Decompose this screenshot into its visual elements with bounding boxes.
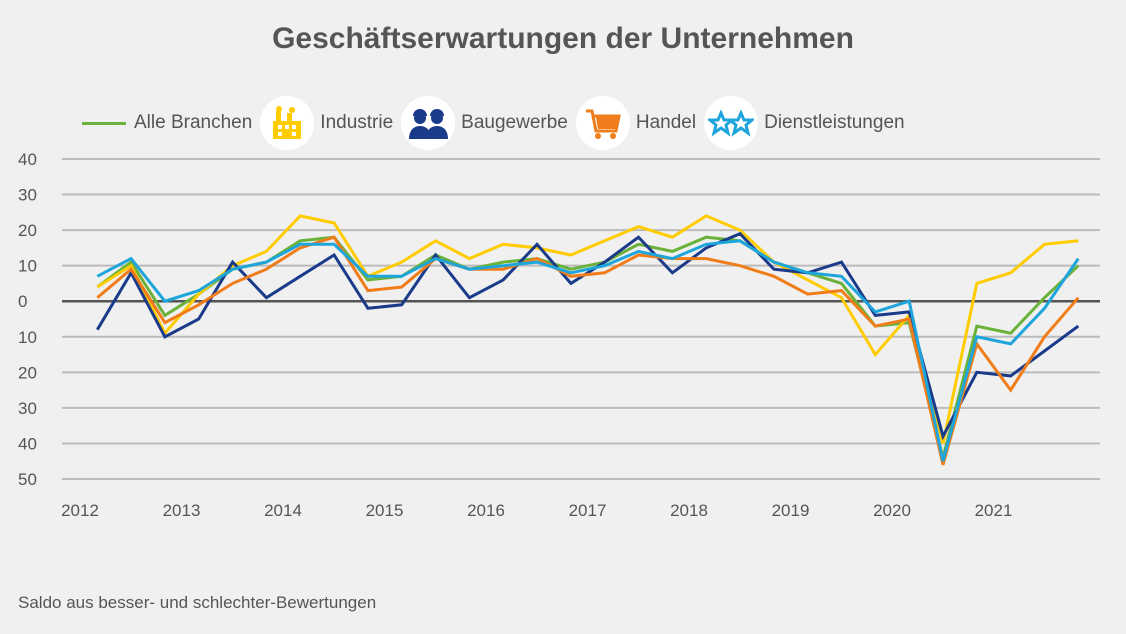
x-tick-label: 2014 — [264, 501, 302, 520]
y-tick-label: 40 — [18, 150, 37, 169]
x-tick-label: 2018 — [670, 501, 708, 520]
x-tick-label: 2017 — [569, 501, 607, 520]
legend-label: Alle Branchen — [134, 112, 253, 133]
y-tick-label: 50 — [18, 470, 37, 489]
legend-item-industrie: Industrie — [260, 96, 393, 150]
legend-item-handel: Handel — [575, 96, 697, 150]
legend-label: Handel — [635, 112, 697, 133]
series-line-dienstleistungen — [96, 239, 1080, 462]
legend-item-baugewerbe: Baugewerbe — [401, 96, 568, 150]
y-tick-label: 0 — [18, 292, 27, 311]
x-tick-label: 2021 — [975, 501, 1013, 520]
y-tick-label: 10 — [18, 328, 37, 347]
y-tick-label: 40 — [18, 434, 37, 453]
y-tick-label: 20 — [18, 221, 37, 240]
x-tick-label: 2012 — [61, 501, 99, 520]
y-tick-label: 10 — [18, 257, 37, 276]
legend: Alle Branchen Industrie Baugewerbe Hande… — [82, 96, 913, 150]
line-swatch — [82, 121, 126, 125]
factory-icon — [260, 96, 315, 150]
footnote: Saldo aus besser- und schlechter-Bewertu… — [18, 593, 377, 612]
x-tick-label: 2016 — [467, 501, 505, 520]
shopping-cart-icon — [575, 96, 630, 150]
stars-icon — [704, 96, 759, 150]
chart-title: Geschäftserwartungen der Unternehmen — [272, 22, 854, 55]
legend-label: Dienstleistungen — [764, 112, 905, 133]
legend-item-alle-branchen: Alle Branchen — [82, 112, 252, 134]
y-tick-label: 20 — [18, 363, 37, 382]
x-tick-label: 2015 — [366, 501, 404, 520]
x-tick-label: 2013 — [163, 501, 201, 520]
legend-label: Baugewerbe — [461, 112, 568, 133]
y-tick-label: 30 — [18, 186, 37, 205]
x-tick-label: 2019 — [772, 501, 810, 520]
x-tick-label: 2020 — [873, 501, 911, 520]
legend-label: Industrie — [320, 112, 394, 133]
series-line-handel — [96, 235, 1080, 466]
y-tick-label: 30 — [18, 399, 37, 418]
workers-icon — [401, 96, 456, 150]
legend-item-dienstleistungen: Dienstleistungen — [704, 96, 905, 150]
